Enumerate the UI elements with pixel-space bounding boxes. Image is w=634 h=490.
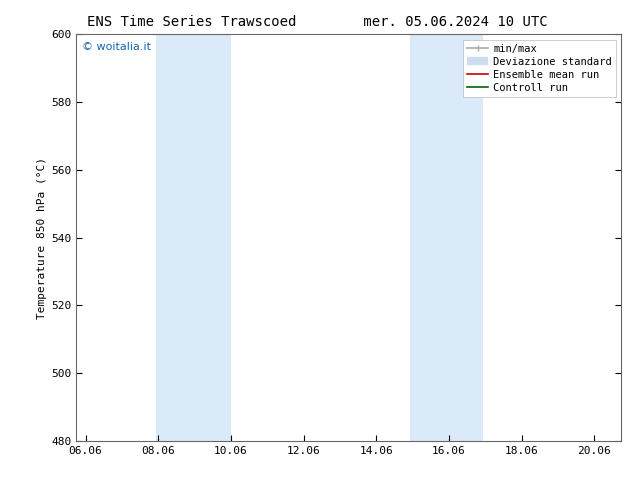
Text: © woitalia.it: © woitalia.it	[82, 43, 150, 52]
Legend: min/max, Deviazione standard, Ensemble mean run, Controll run: min/max, Deviazione standard, Ensemble m…	[463, 40, 616, 97]
Bar	[156, 34, 231, 441]
Y-axis label: Temperature 850 hPa (°C): Temperature 850 hPa (°C)	[37, 157, 47, 318]
Text: ENS Time Series Trawscoed        mer. 05.06.2024 10 UTC: ENS Time Series Trawscoed mer. 05.06.202…	[87, 15, 547, 29]
Bar	[410, 34, 483, 441]
